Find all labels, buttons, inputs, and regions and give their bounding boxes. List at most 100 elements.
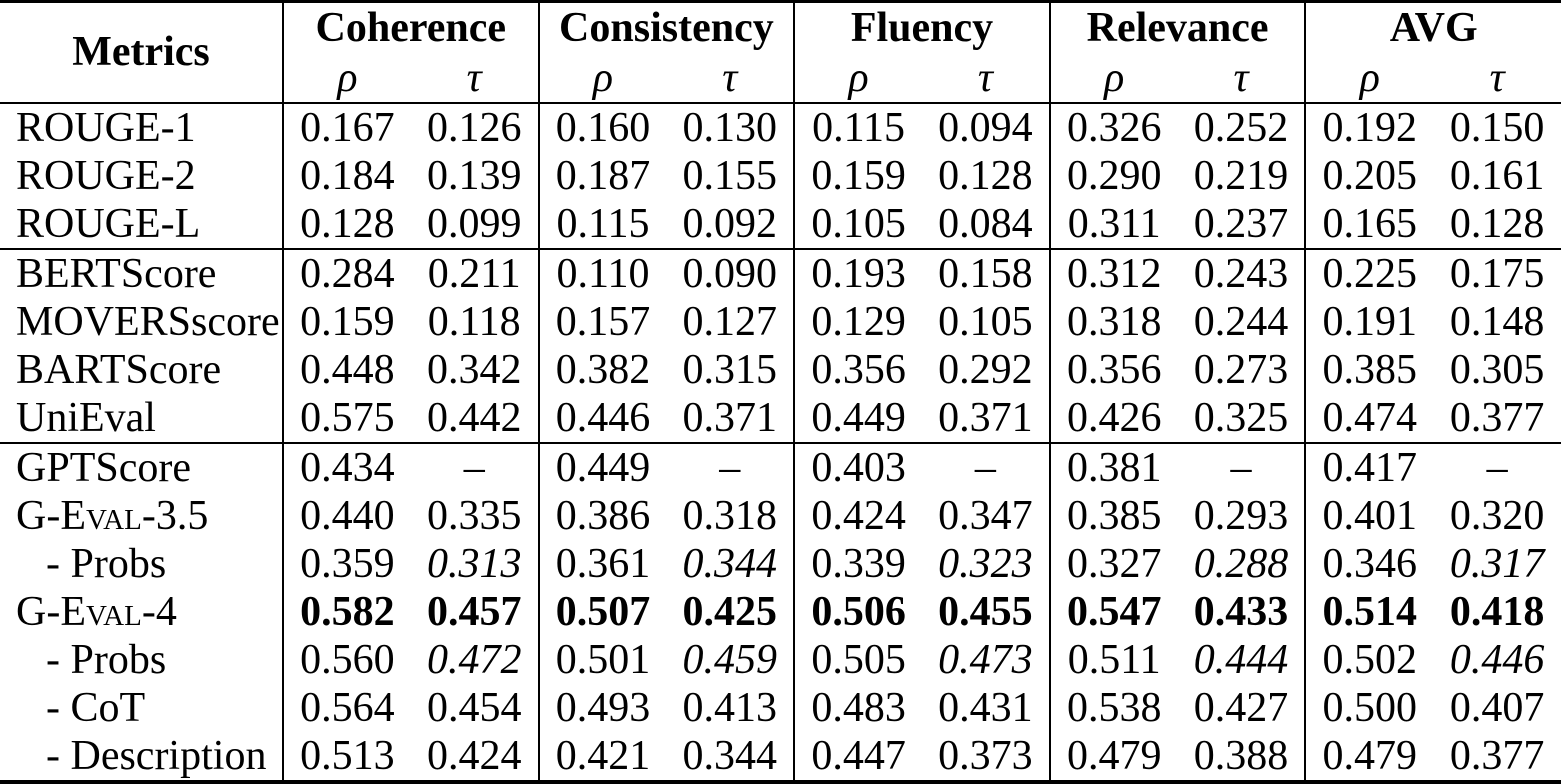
rho-value: 0.115 <box>556 200 650 247</box>
metric-label: BERTScore <box>0 248 284 298</box>
rho-value: 0.361 <box>555 540 651 587</box>
rho-value: 0.356 <box>1066 346 1162 393</box>
rho-value: 0.507 <box>555 588 651 635</box>
table-row: ROUGE-L 0.128 0.099 0.115 0.092 0.105 0.084 0.3… <box>0 199 1561 249</box>
tau-value: 0.427 <box>1177 683 1307 732</box>
rho-value: 0.339 <box>811 540 906 587</box>
tau-value: 0.219 <box>1177 151 1307 200</box>
tau-value: 0.161 <box>1449 152 1545 199</box>
tau-value: 0.305 <box>1449 346 1545 393</box>
rho-value: 0.159 <box>300 298 395 345</box>
rho-value: 0.511 <box>1067 636 1161 683</box>
tau-value: 0.150 <box>1449 104 1545 151</box>
tau-value: 0.320 <box>1449 492 1545 539</box>
subheader-rho: ρ <box>848 54 869 101</box>
tau-value: 0.455 <box>921 587 1051 636</box>
metric-label: - Probs <box>0 635 284 684</box>
tau-value: 0.323 <box>921 539 1051 588</box>
rho-value: 0.434 <box>300 444 395 491</box>
tau-value: 0.413 <box>666 683 796 732</box>
rho-value: 0.385 <box>1066 492 1162 539</box>
tau-value: – <box>1177 442 1307 492</box>
rho-value: 0.115 <box>812 104 906 151</box>
subheader-tau: τ <box>921 53 1051 103</box>
rho-value: 0.326 <box>1066 104 1162 151</box>
table-header: Metrics Coherence Consistency Fluency Re… <box>0 1 1561 103</box>
tau-value: 0.473 <box>921 635 1051 684</box>
tau-value: 0.293 <box>1177 491 1307 540</box>
tau-value: 0.155 <box>666 151 796 200</box>
rho-value: 0.167 <box>300 104 395 151</box>
rho-value: 0.312 <box>1066 250 1162 297</box>
rho-value: 0.547 <box>1066 588 1162 635</box>
header-group-row: Metrics Coherence Consistency Fluency Re… <box>0 1 1561 103</box>
table-section: GPTScore 0.434–0.449–0.403–0.381–0.417– G-… <box>0 442 1561 782</box>
tau-value: 0.418 <box>1449 588 1545 635</box>
subheader-tau: τ <box>1489 54 1505 101</box>
rho-value: 0.356 <box>811 346 906 393</box>
rho-value: 0.193 <box>811 250 906 297</box>
tau-value: 0.335 <box>410 491 540 540</box>
table-row: BARTScore 0.448 0.342 0.382 0.315 0.356 0.292 0… <box>0 345 1561 394</box>
rho-value: 0.401 <box>1322 492 1418 539</box>
rho-value: 0.385 <box>1322 346 1418 393</box>
tau-value: 0.318 <box>666 491 796 540</box>
rho-value: 0.560 <box>300 636 395 683</box>
rho-value: 0.449 <box>811 394 906 441</box>
tau-value: 0.371 <box>666 393 796 443</box>
table-row: G-Eval-3.5 0.440 0.335 0.386 0.318 0.424 0.347… <box>0 491 1561 540</box>
tau-value: 0.099 <box>410 199 540 249</box>
subheader-tau: τ <box>666 53 796 103</box>
tau-value: 0.424 <box>410 731 540 782</box>
rho-value: 0.403 <box>811 444 906 491</box>
rho-value: 0.327 <box>1066 540 1162 587</box>
rho-value: 0.538 <box>1066 684 1162 731</box>
rho-value: 0.582 <box>300 588 395 635</box>
rho-value: 0.501 <box>555 636 651 683</box>
tau-value: 0.237 <box>1177 199 1307 249</box>
metric-label: G-Eval-3.5 <box>0 491 284 540</box>
tau-value: 0.315 <box>666 345 796 394</box>
table-row: BERTScore 0.284 0.211 0.110 0.090 0.193 0.158 0… <box>0 248 1561 298</box>
subheader-rho: ρ <box>1359 54 1380 101</box>
tau-value: 0.433 <box>1177 587 1307 636</box>
metric-label: - Description <box>0 731 284 782</box>
tau-value: 0.130 <box>666 102 796 152</box>
rho-value: 0.514 <box>1322 588 1418 635</box>
rho-value: 0.448 <box>300 346 395 393</box>
table-row: GPTScore 0.434–0.449–0.403–0.381–0.417– <box>0 442 1561 492</box>
rho-value: 0.424 <box>811 492 906 539</box>
rho-value: 0.386 <box>555 492 651 539</box>
table-row: UniEval 0.575 0.442 0.446 0.371 0.449 0.371 0.4… <box>0 393 1561 443</box>
table-row: MOVERSscore 0.159 0.118 0.157 0.127 0.129 0.10… <box>0 297 1561 346</box>
tau-value: 0.139 <box>410 151 540 200</box>
table-section: ROUGE-1 0.167 0.126 0.160 0.130 0.115 0.094 0.3… <box>0 102 1561 249</box>
tau-value: 0.090 <box>666 248 796 298</box>
metric-label: ROUGE-2 <box>0 151 284 200</box>
tau-value: 0.105 <box>921 297 1051 346</box>
rho-value: 0.187 <box>555 152 651 199</box>
subheader-tau: τ <box>410 53 540 103</box>
tau-value: 0.347 <box>921 491 1051 540</box>
tau-value: 0.388 <box>1177 731 1307 782</box>
tau-value: 0.373 <box>921 731 1051 782</box>
tau-value: – <box>410 442 540 492</box>
rho-value: 0.165 <box>1322 200 1418 247</box>
group-header-relevance: Relevance <box>1049 1 1307 54</box>
tau-value: 0.288 <box>1177 539 1307 588</box>
metric-label: BARTScore <box>0 345 284 394</box>
tau-value: 0.317 <box>1449 540 1545 587</box>
table-section: BERTScore 0.284 0.211 0.110 0.090 0.193 0.158 0… <box>0 248 1561 443</box>
rho-value: 0.474 <box>1322 394 1418 441</box>
header-sub-row: ρ τ ρ τ ρ τ ρ τ ρ τ <box>0 53 1561 103</box>
table-row: ROUGE-2 0.184 0.139 0.187 0.155 0.159 0.128 0.2… <box>0 151 1561 200</box>
tau-value: 0.148 <box>1449 298 1545 345</box>
tau-value: 0.292 <box>921 345 1051 394</box>
tau-value: 0.325 <box>1177 393 1307 443</box>
subheader-rho: ρ <box>592 54 614 101</box>
tau-value: 0.252 <box>1177 102 1307 152</box>
tau-value: 0.377 <box>1449 732 1545 779</box>
tau-value: 0.243 <box>1177 248 1307 298</box>
rho-value: 0.318 <box>1066 298 1162 345</box>
rho-value: 0.346 <box>1322 540 1418 587</box>
